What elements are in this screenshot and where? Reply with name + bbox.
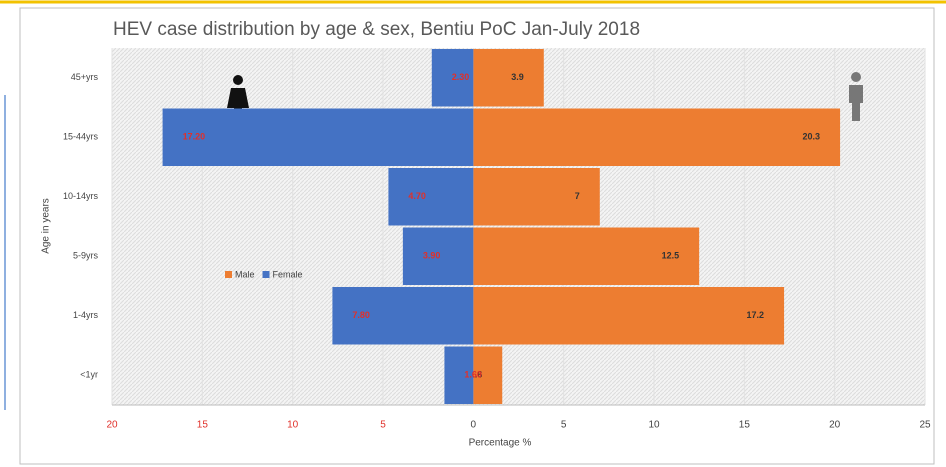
bar bbox=[473, 227, 700, 285]
x-tick-label: 20 bbox=[106, 420, 118, 431]
data-label: 4.70 bbox=[408, 191, 426, 201]
legend-label: Female bbox=[273, 269, 303, 279]
legend-label: Male bbox=[235, 269, 255, 279]
x-tick-label: 15 bbox=[739, 420, 751, 431]
data-label: 1.6 bbox=[470, 370, 483, 380]
data-label: 7 bbox=[575, 191, 580, 201]
data-label: 1.60 bbox=[464, 370, 482, 380]
x-tick-label: 5 bbox=[561, 420, 567, 431]
data-label: 17.20 bbox=[183, 132, 206, 142]
data-label: 20.3 bbox=[803, 132, 821, 142]
bar bbox=[162, 108, 474, 166]
data-label: 3.90 bbox=[423, 251, 441, 261]
bar bbox=[473, 49, 544, 107]
bar bbox=[444, 346, 474, 404]
male-icon bbox=[849, 72, 863, 121]
x-tick-label: 15 bbox=[197, 420, 209, 431]
female-icon bbox=[227, 75, 249, 120]
bar bbox=[473, 168, 600, 226]
bar bbox=[473, 108, 841, 166]
bar bbox=[473, 346, 503, 404]
legend-swatch bbox=[225, 271, 232, 278]
y-tick-label: 5-9yrs bbox=[73, 251, 99, 261]
x-tick-label: 10 bbox=[648, 420, 660, 431]
data-label: 7.80 bbox=[352, 310, 370, 320]
chart-title: HEV case distribution by age & sex, Bent… bbox=[113, 19, 640, 40]
y-tick-label: 10-14yrs bbox=[63, 191, 99, 201]
data-label: 17.2 bbox=[747, 310, 765, 320]
bar bbox=[431, 49, 474, 107]
legend-swatch bbox=[262, 271, 270, 278]
y-tick-label: 45+yrs bbox=[71, 72, 99, 82]
bar bbox=[473, 287, 785, 345]
data-label: 12.5 bbox=[662, 251, 680, 261]
y-tick-label: 1-4yrs bbox=[73, 310, 99, 320]
data-label: 2.30 bbox=[452, 72, 470, 82]
y-axis-label: Age in years bbox=[41, 198, 52, 254]
y-tick-label: <1yr bbox=[80, 370, 98, 380]
x-tick-label: 25 bbox=[919, 420, 931, 431]
y-tick-label: 15-44yrs bbox=[63, 132, 99, 142]
x-tick-label: 10 bbox=[287, 420, 299, 431]
x-tick-label: 0 bbox=[471, 420, 477, 431]
bar bbox=[388, 168, 474, 226]
bar bbox=[402, 227, 474, 285]
x-tick-label: 20 bbox=[829, 420, 841, 431]
data-label: 3.9 bbox=[511, 72, 524, 82]
x-axis-label: Percentage % bbox=[469, 438, 532, 449]
x-tick-label: 5 bbox=[380, 420, 386, 431]
bar bbox=[332, 287, 474, 345]
